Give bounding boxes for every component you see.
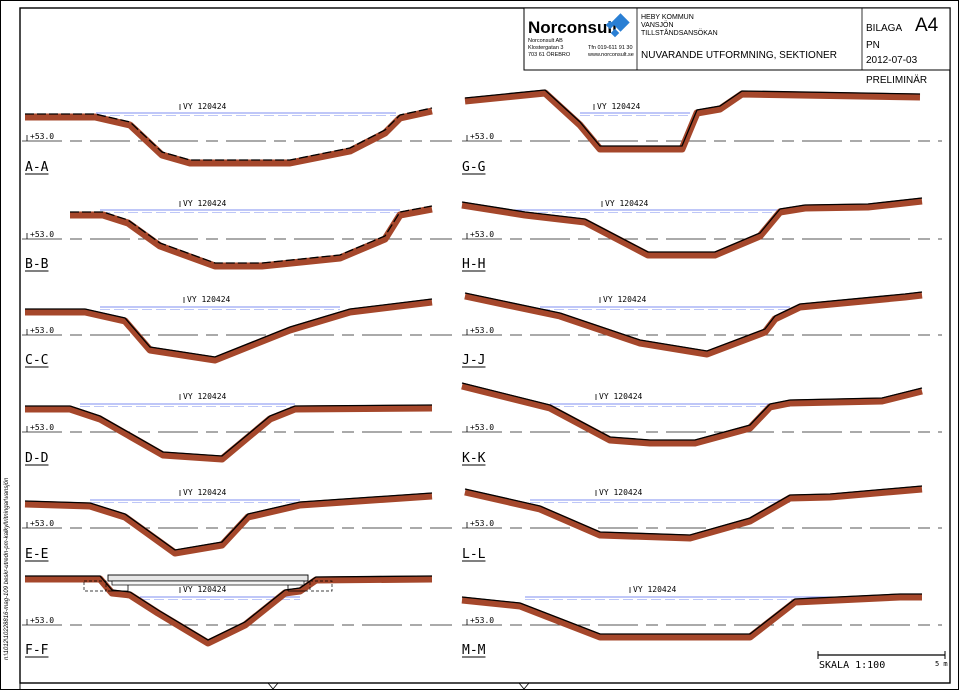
terrain-band: [25, 575, 433, 647]
terrain-band: [461, 593, 922, 641]
section-f-f: +53.0 VY 120424 F-F: [22, 575, 452, 658]
section-a-a: +53.0 VY 120424 A-A: [22, 102, 452, 175]
section-c-c: +53.0 VY 120424 C-C: [22, 295, 452, 368]
terrain-surface-line: [464, 485, 923, 536]
company-logo-text: Norconsult: [528, 18, 618, 37]
water-level-label: VY 120424: [605, 199, 649, 208]
bilaga-label: BILAGA: [866, 23, 902, 34]
water-level-label: VY 120424: [187, 295, 231, 304]
terrain-band: [464, 291, 923, 358]
company-phone: Tfn 019-611 91 30: [588, 45, 633, 51]
terrain-band: [464, 89, 921, 153]
water-level-label: VY 120424: [597, 102, 641, 111]
border-marker: [267, 682, 279, 690]
water-level-label: VY 120424: [599, 488, 643, 497]
section-d-d: +53.0 VY 120424 D-D: [22, 392, 452, 466]
datum-label: +53.0: [30, 230, 54, 239]
section-name: K-K: [462, 451, 486, 466]
terrain-band: [464, 485, 923, 542]
terrain-surface-line: [25, 107, 433, 161]
section-e-e: +53.0 VY 120424 E-E: [22, 488, 452, 562]
terrain-band: [461, 382, 923, 447]
section-h-h: +53.0 VY 120424 H-H: [461, 197, 942, 272]
section-k-k: +53.0 VY 120424 K-K: [461, 382, 942, 466]
datum-label: +53.0: [470, 423, 494, 432]
terrain-surface-line: [461, 382, 923, 441]
section-name: H-H: [462, 257, 485, 272]
section-m-m: +53.0 VY 120424 M-M: [461, 585, 942, 658]
section-name: E-E: [25, 547, 48, 562]
terrain-band: [25, 404, 433, 463]
section-name: C-C: [25, 353, 48, 368]
datum-label: +53.0: [30, 519, 54, 528]
scale-bar: SKALA 1:100 5 m: [817, 651, 948, 671]
datum-label: +53.0: [30, 326, 54, 335]
section-name: G-G: [462, 160, 486, 175]
section-name: J-J: [462, 353, 485, 368]
title-block: Norconsult Norconsult AB Klostergatan 3 …: [523, 7, 951, 71]
datum-label: +53.0: [470, 230, 494, 239]
water-level-label: VY 120424: [603, 295, 647, 304]
terrain-band: [461, 197, 923, 259]
company-street: Klostergatan 3: [528, 45, 563, 51]
terrain-band: [25, 298, 433, 364]
terrain-surface-line: [464, 89, 921, 147]
section-name: L-L: [462, 547, 486, 562]
water-level-label: VY 120424: [633, 585, 677, 594]
section-name: M-M: [462, 643, 486, 658]
border-marker: [518, 682, 530, 690]
terrain-surface-line: [461, 593, 922, 635]
water-level-label: VY 120424: [183, 488, 227, 497]
inner-border: [19, 7, 951, 684]
drawing-date: 2012-07-03: [866, 55, 918, 66]
scale-length: 5 m: [935, 660, 948, 668]
permit-title: TILLSTÅNDSANSÖKAN: [641, 28, 718, 37]
company-ab: Norconsult AB: [528, 38, 563, 44]
company-web: www.norconsult.se: [587, 52, 634, 58]
datum-label: +53.0: [30, 423, 54, 432]
water-level-label: VY 120424: [599, 392, 643, 401]
datum-label: +53.0: [470, 519, 494, 528]
datum-label: +53.0: [470, 326, 494, 335]
section-name: B-B: [25, 257, 49, 272]
terrain-surface-line: [70, 205, 433, 264]
terrain-surface-line: [24, 492, 433, 551]
datum-label: +53.0: [470, 616, 494, 625]
section-drawings: +53.0 VY 120424 A-A +53.0 VY 120424 G-G +53.0 V…: [22, 89, 942, 658]
section-name: F-F: [25, 643, 49, 658]
company-postal: 703 61 ÖREBRO: [528, 51, 571, 58]
water-level-label: VY 120424: [183, 199, 227, 208]
section-name: D-D: [25, 451, 49, 466]
section-g-g: +53.0 VY 120424 G-G: [462, 89, 942, 175]
margin-note: n:\1012\10228816-mag-109 beskr-utredn-pm…: [4, 477, 10, 660]
drawn-by-initials: PN: [866, 40, 880, 51]
bridge-structure: [83, 574, 333, 592]
water-level-label: VY 120424: [183, 392, 227, 401]
scale-label: SKALA 1:100: [819, 660, 885, 671]
terrain-surface-line: [464, 291, 923, 352]
terrain-surface-line: [25, 298, 433, 358]
lake-name: VANSJÖN: [641, 21, 674, 29]
datum-label: +53.0: [470, 132, 494, 141]
bilaga-number: A4: [915, 15, 939, 36]
client-name: HEBY KOMMUN: [641, 14, 694, 21]
section-j-j: +53.0 VY 120424 J-J: [462, 291, 942, 368]
terrain-surface-line: [25, 575, 433, 641]
datum-label: +53.0: [30, 132, 54, 141]
terrain-surface-line: [25, 404, 433, 457]
water-level-label: VY 120424: [183, 585, 227, 594]
drawing-title: NUVARANDE UTFORMNING, SEKTIONER: [641, 50, 837, 61]
terrain-band: [25, 107, 433, 167]
terrain-surface-line: [461, 197, 923, 253]
section-b-b: +53.0 VY 120424 B-B: [22, 199, 452, 272]
datum-label: +53.0: [30, 616, 54, 625]
section-name: A-A: [25, 160, 49, 175]
section-l-l: +53.0 VY 120424 L-L: [462, 485, 942, 562]
terrain-band: [24, 492, 433, 557]
water-level-label: VY 120424: [183, 102, 227, 111]
status-label: PRELIMINÄR: [866, 74, 927, 86]
terrain-band: [70, 205, 433, 270]
